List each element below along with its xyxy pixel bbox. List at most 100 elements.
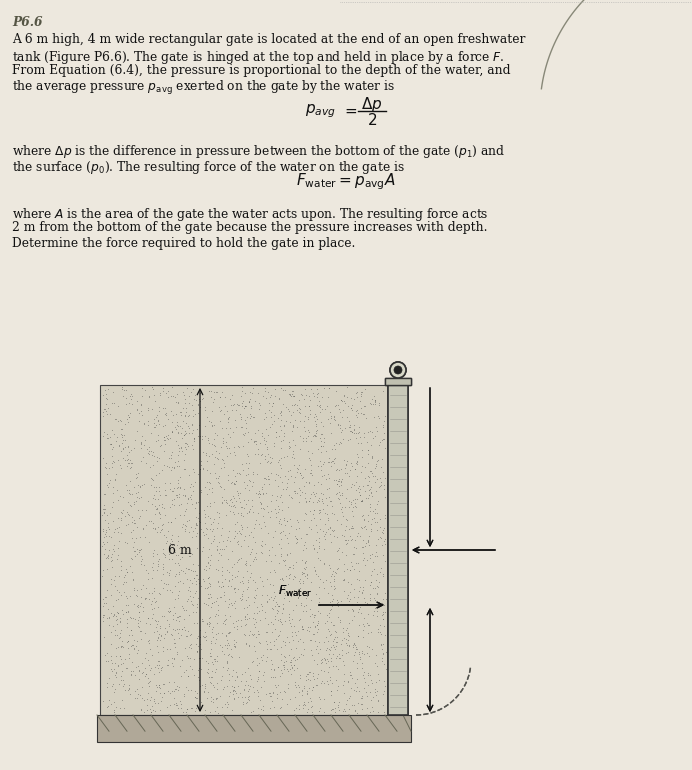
Point — [235, 410, 246, 423]
Point — [335, 418, 346, 430]
Point — [154, 704, 165, 716]
Point — [289, 571, 300, 583]
Point — [225, 686, 236, 698]
Point — [116, 437, 127, 450]
Point — [312, 476, 323, 488]
Point — [332, 474, 343, 487]
Point — [219, 648, 230, 660]
Point — [100, 487, 111, 500]
Point — [186, 419, 197, 431]
Point — [269, 634, 280, 647]
Point — [120, 661, 131, 674]
Point — [170, 435, 181, 447]
Point — [257, 540, 268, 552]
Point — [156, 464, 167, 476]
Point — [222, 634, 233, 646]
Point — [366, 450, 377, 463]
Point — [349, 677, 361, 689]
Point — [353, 584, 364, 597]
Point — [365, 397, 376, 409]
Point — [252, 675, 263, 688]
Point — [266, 626, 277, 638]
Point — [194, 430, 206, 442]
Point — [268, 531, 279, 544]
Point — [212, 650, 223, 662]
Point — [343, 495, 354, 507]
Point — [267, 603, 278, 615]
Point — [380, 441, 391, 454]
Point — [334, 614, 345, 626]
Point — [241, 594, 252, 606]
Point — [155, 620, 166, 632]
Point — [289, 654, 300, 666]
Point — [289, 399, 300, 411]
Point — [140, 617, 151, 629]
Point — [359, 521, 370, 533]
Point — [164, 569, 175, 581]
Circle shape — [394, 366, 402, 374]
Point — [173, 454, 184, 467]
Point — [151, 659, 162, 671]
Point — [349, 541, 360, 553]
Point — [229, 449, 240, 461]
Point — [312, 647, 323, 659]
Point — [172, 482, 183, 494]
Point — [319, 665, 330, 678]
Point — [237, 577, 248, 589]
Point — [217, 580, 228, 592]
Point — [107, 679, 118, 691]
Point — [241, 421, 252, 434]
Point — [356, 386, 367, 398]
Point — [367, 691, 379, 704]
Point — [366, 490, 377, 502]
Point — [326, 685, 337, 697]
Point — [153, 698, 164, 710]
Point — [299, 492, 310, 504]
Point — [273, 600, 284, 612]
Point — [336, 487, 347, 499]
Point — [116, 670, 127, 682]
Point — [255, 488, 266, 500]
Point — [289, 485, 300, 497]
Point — [245, 402, 256, 414]
Point — [360, 541, 371, 553]
Point — [150, 685, 161, 698]
Point — [191, 527, 202, 540]
Point — [239, 481, 251, 494]
Point — [273, 584, 284, 596]
Point — [176, 654, 188, 666]
Point — [280, 384, 291, 397]
Point — [302, 410, 313, 423]
Point — [125, 668, 136, 680]
Point — [278, 650, 289, 662]
Point — [265, 591, 276, 603]
Point — [134, 546, 145, 558]
Point — [160, 628, 171, 640]
Point — [299, 696, 310, 708]
Point — [278, 658, 289, 671]
Point — [230, 685, 241, 697]
Point — [212, 543, 223, 555]
Point — [221, 613, 232, 625]
Point — [287, 651, 298, 664]
Point — [311, 619, 322, 631]
Point — [188, 669, 199, 681]
Point — [368, 411, 379, 424]
Point — [358, 513, 370, 525]
Point — [266, 601, 277, 614]
Point — [269, 591, 280, 604]
Point — [151, 503, 162, 515]
Point — [163, 676, 174, 688]
Point — [248, 574, 259, 586]
Point — [147, 521, 158, 534]
Point — [297, 574, 308, 587]
Point — [174, 695, 185, 707]
Point — [208, 419, 219, 431]
Point — [188, 464, 199, 476]
Point — [213, 598, 224, 611]
Point — [204, 646, 215, 658]
Point — [152, 455, 163, 467]
Point — [233, 538, 244, 551]
Point — [190, 521, 201, 534]
Point — [236, 593, 247, 605]
